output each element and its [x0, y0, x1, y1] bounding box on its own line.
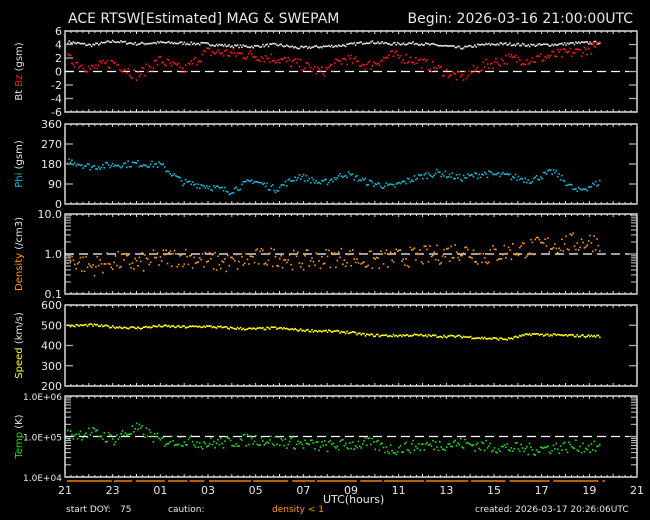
y-tick-label: 1.0E+06 — [23, 393, 62, 403]
x-axis-label: UTC(hours) — [323, 493, 385, 506]
y-tick-label: 180 — [41, 158, 62, 171]
caution-value: density < 1 — [272, 505, 324, 515]
x-tick-label: 21 — [630, 484, 644, 497]
x-tick-label: 01 — [153, 484, 167, 497]
panel-density: 10.0 1.0 0.1 Density (/cm3) — [14, 208, 638, 301]
x-tick-label: 09 — [344, 484, 358, 497]
x-tick-label: 23 — [106, 484, 120, 497]
x-tick-label: 21 — [58, 484, 72, 497]
x-tick-label: 11 — [392, 484, 406, 497]
y-tick-label: 600 — [41, 299, 62, 312]
y-tick-label: 90 — [48, 178, 62, 191]
y-axis-label: Density (/cm3) — [14, 217, 25, 291]
caution-label: caution: — [168, 505, 205, 515]
chart-title: ACE RTSW[Estimated] MAG & SWEPAM — [68, 11, 340, 27]
y-tick-label: 0.1 — [45, 288, 63, 301]
y-tick-label: 2 — [55, 52, 62, 65]
y-tick-label: 1.0E+04 — [23, 474, 62, 484]
y-tick-label: 400 — [41, 340, 62, 353]
y-tick-label: 360 — [41, 118, 62, 131]
start-doy-value: 75 — [120, 505, 132, 515]
y-tick-label: -4 — [51, 93, 62, 106]
panel-speed: 600 500 400 300 200 Speed (km/s) — [14, 299, 638, 393]
x-tick-label: 07 — [296, 484, 310, 497]
x-tick-label: 19 — [582, 484, 596, 497]
y-tick-label: -2 — [51, 79, 62, 92]
x-tick-label: 03 — [201, 484, 215, 497]
y-tick-label: 200 — [41, 380, 62, 393]
x-axis-ticks: 21 23 01 03 05 07 09 11 13 15 17 19 21 — [58, 484, 644, 497]
start-doy-label: start DOY: — [66, 505, 111, 515]
density-caution-bar — [67, 480, 605, 482]
y-tick-label: 6 — [55, 25, 62, 38]
y-axis-label: Temp (K) — [14, 414, 25, 459]
x-tick-label: 15 — [487, 484, 501, 497]
y-tick-label: 1.0 — [45, 248, 63, 261]
x-tick-label: 17 — [535, 484, 549, 497]
y-tick-label: 300 — [41, 360, 62, 373]
y-axis-label: Bt Bz (gsm) — [14, 42, 25, 100]
panel-phi: 360 270 180 90 0 Phi (gsm) — [14, 118, 638, 211]
x-tick-label: 05 — [249, 484, 263, 497]
y-tick-label: 0 — [55, 66, 62, 79]
y-tick-label: 500 — [41, 319, 62, 332]
y-tick-label: -6 — [51, 106, 62, 119]
y-tick-label: 270 — [41, 138, 62, 151]
y-tick-label: 10.0 — [38, 208, 63, 221]
x-tick-label: 13 — [439, 484, 453, 497]
y-axis-label: Speed (km/s) — [14, 312, 25, 379]
y-tick-label: 1.0E+05 — [23, 434, 62, 444]
y-tick-label: 4 — [55, 39, 62, 52]
y-axis-label: Phi (gsm) — [14, 140, 25, 188]
begin-timestamp: Begin: 2026-03-16 21:00:00UTC — [407, 11, 633, 27]
y-tick-label: 0 — [55, 198, 62, 211]
panel-temp: 1.0E+06 1.0E+05 1.0E+04 Temp (K) — [14, 393, 638, 484]
created-timestamp: created: 2026-03-17 20:26:06UTC — [475, 505, 629, 515]
